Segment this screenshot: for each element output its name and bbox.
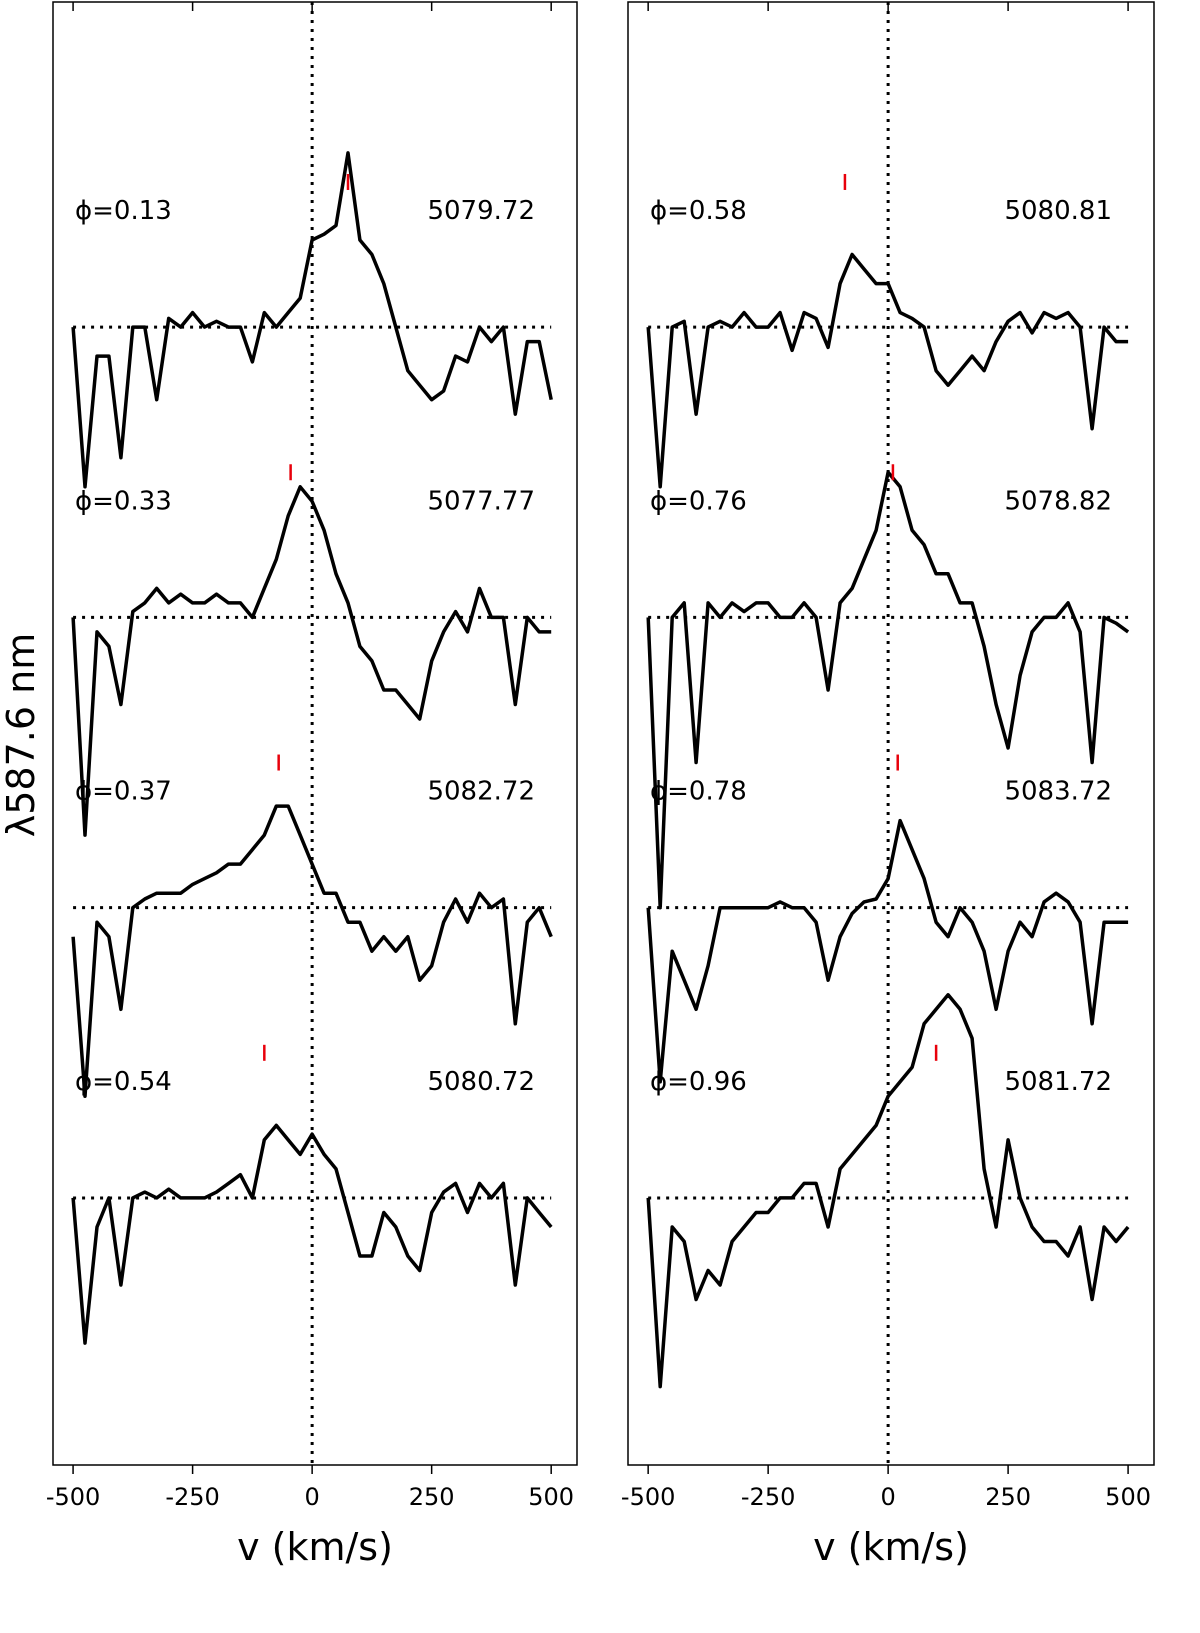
phase-label: ϕ=0.78 — [650, 777, 747, 807]
date-label: 5079.72 — [427, 196, 535, 226]
spectrum — [71, 485, 552, 837]
date-label: 5082.72 — [427, 777, 535, 807]
phase-label: ϕ=0.96 — [650, 1067, 747, 1097]
date-label: 5078.82 — [1004, 486, 1112, 516]
phase-label: ϕ=0.54 — [75, 1067, 172, 1097]
phase-label: ϕ=0.13 — [75, 196, 172, 226]
spectrum — [646, 818, 1129, 1084]
panel: -500 -250 0 250 500 ϕ=0.58 5080.81 ϕ=0.76 5078.8… — [621, 1, 1155, 1569]
x-tick-label: 0 — [304, 1483, 319, 1511]
spectrum — [71, 1123, 553, 1345]
date-label: 5083.72 — [1004, 777, 1112, 807]
phase-label: ϕ=0.33 — [75, 486, 172, 516]
spectrum — [646, 993, 1130, 1389]
date-label: 5080.72 — [427, 1067, 535, 1097]
x-tick-label: 250 — [985, 1483, 1031, 1511]
spectrum — [646, 252, 1129, 489]
phase-label: ϕ=0.37 — [75, 777, 172, 807]
x-tick-label: -250 — [741, 1483, 795, 1511]
axes-frame — [627, 1, 1155, 1466]
x-axis-label: v (km/s) — [813, 1525, 969, 1569]
x-tick-label: 500 — [528, 1483, 574, 1511]
phase-label: ϕ=0.58 — [650, 196, 747, 226]
date-label: 5077.77 — [427, 486, 535, 516]
y-axis-label: λ587.6 nm — [0, 633, 43, 837]
spectrum — [646, 470, 1130, 910]
spectrum — [71, 151, 553, 489]
x-tick-label: 500 — [1105, 1483, 1151, 1511]
spectrum — [71, 804, 553, 1099]
date-label: 5081.72 — [1004, 1067, 1112, 1097]
panel: -500 -250 0 250 500 ϕ=0.13 5079.72 ϕ=0.33 5077.7… — [0, 1, 578, 1569]
date-label: 5080.81 — [1004, 196, 1112, 226]
axes-frame — [52, 1, 578, 1466]
x-tick-label: 250 — [409, 1483, 455, 1511]
x-tick-label: 0 — [880, 1483, 895, 1511]
x-tick-label: -500 — [621, 1483, 675, 1511]
x-tick-label: -250 — [165, 1483, 219, 1511]
x-axis-label: v (km/s) — [237, 1525, 393, 1569]
phase-label: ϕ=0.76 — [650, 486, 747, 516]
x-tick-label: -500 — [46, 1483, 100, 1511]
